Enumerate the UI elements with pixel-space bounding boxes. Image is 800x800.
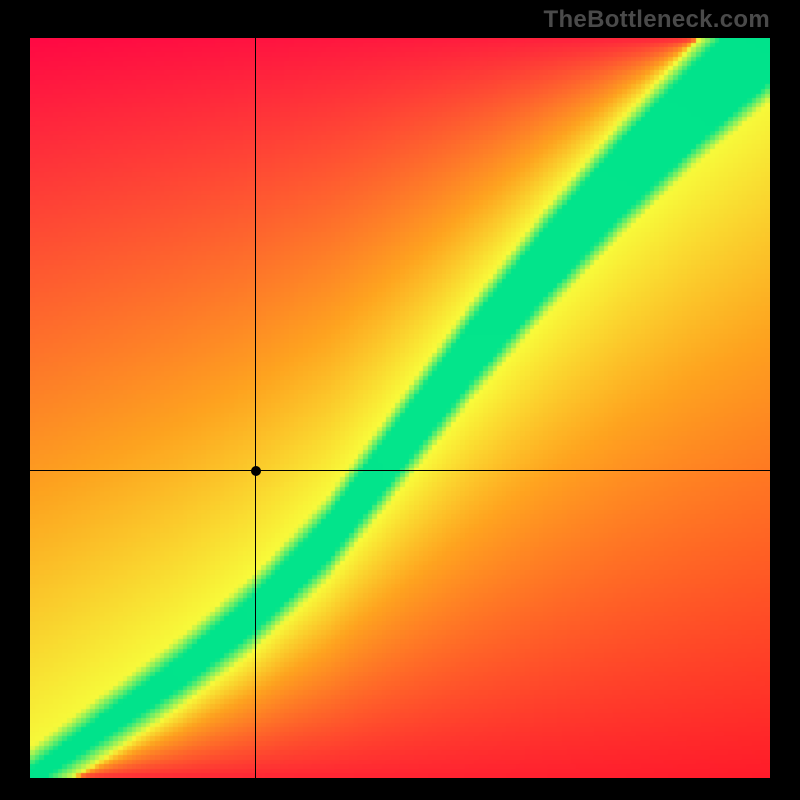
- marker-point: [251, 466, 261, 476]
- crosshair-vertical: [255, 38, 256, 778]
- heatmap-plot: [30, 38, 770, 778]
- heatmap-canvas: [30, 38, 770, 778]
- crosshair-horizontal: [30, 470, 770, 471]
- frame: TheBottleneck.com: [0, 0, 800, 800]
- attribution-text: TheBottleneck.com: [544, 6, 770, 34]
